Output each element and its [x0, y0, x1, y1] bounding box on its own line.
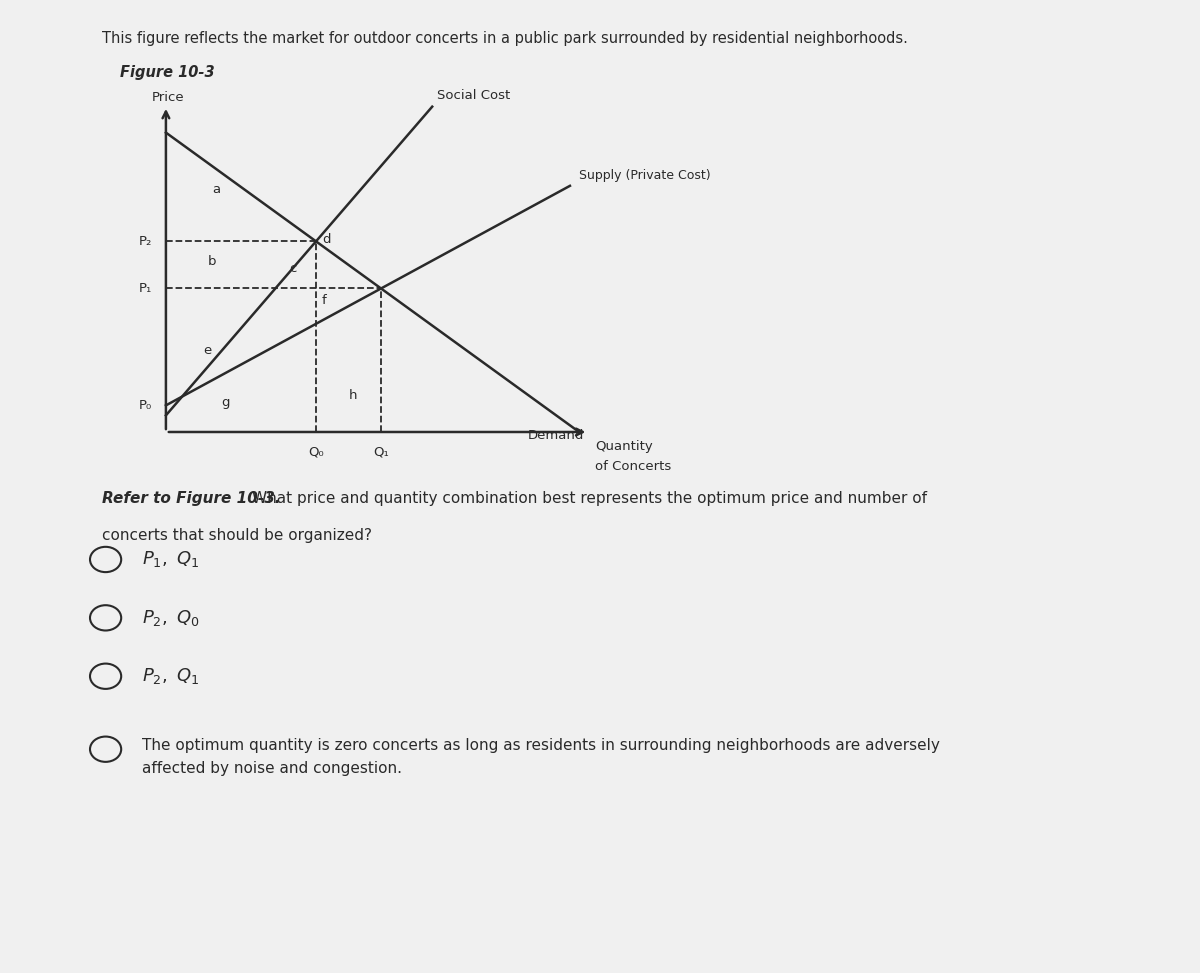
- Text: $P_2,\ \mathit{Q}_1$: $P_2,\ \mathit{Q}_1$: [142, 667, 199, 686]
- Text: P₁: P₁: [139, 282, 152, 295]
- Text: d: d: [322, 234, 330, 246]
- Text: g: g: [221, 396, 230, 409]
- Text: Quantity: Quantity: [595, 441, 653, 453]
- Text: h: h: [349, 389, 358, 402]
- Text: $P_2,\ \mathit{Q}_0$: $P_2,\ \mathit{Q}_0$: [142, 608, 199, 628]
- Text: e: e: [203, 343, 211, 357]
- Text: concerts that should be organized?: concerts that should be organized?: [102, 528, 372, 543]
- Text: of Concerts: of Concerts: [595, 460, 672, 473]
- Text: The optimum quantity is zero concerts as long as residents in surrounding neighb: The optimum quantity is zero concerts as…: [142, 738, 940, 752]
- Text: Q₀: Q₀: [308, 446, 324, 458]
- Text: Social Cost: Social Cost: [437, 89, 510, 101]
- Text: Demand: Demand: [528, 429, 584, 442]
- Text: P₂: P₂: [139, 234, 152, 248]
- Text: Refer to Figure 10-3.: Refer to Figure 10-3.: [102, 491, 281, 506]
- Text: P₀: P₀: [139, 399, 152, 412]
- Text: affected by noise and congestion.: affected by noise and congestion.: [142, 761, 402, 775]
- Text: Q₁: Q₁: [373, 446, 389, 458]
- Text: Supply (Private Cost): Supply (Private Cost): [580, 169, 710, 183]
- Text: Figure 10-3: Figure 10-3: [120, 65, 215, 80]
- Text: Price: Price: [152, 91, 185, 104]
- Text: a: a: [212, 183, 221, 196]
- Text: This figure reflects the market for outdoor concerts in a public park surrounded: This figure reflects the market for outd…: [102, 31, 908, 46]
- Text: b: b: [208, 255, 216, 269]
- Text: $P_1,\ \mathit{Q}_1$: $P_1,\ \mathit{Q}_1$: [142, 550, 199, 569]
- Text: What price and quantity combination best represents the optimum price and number: What price and quantity combination best…: [252, 491, 928, 506]
- Text: f: f: [322, 294, 326, 306]
- Text: c: c: [289, 262, 296, 274]
